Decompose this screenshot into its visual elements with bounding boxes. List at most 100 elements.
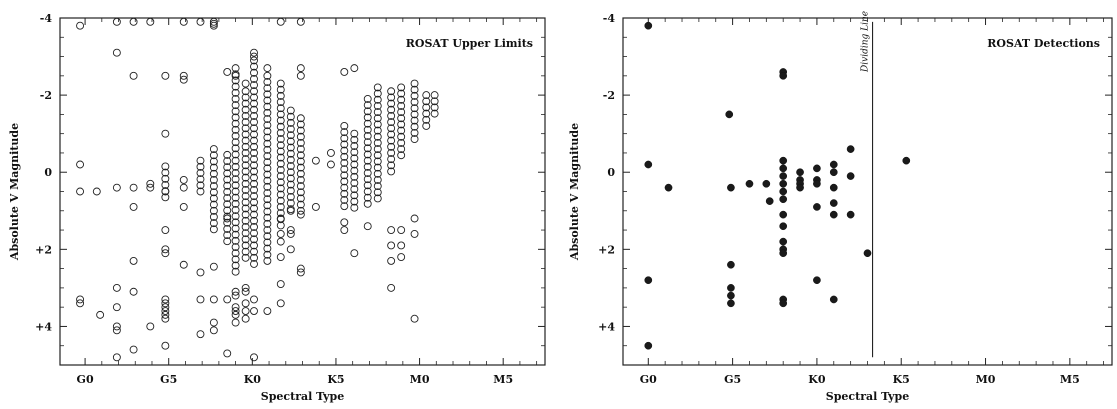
data-point-filled-circle	[829, 295, 838, 304]
data-point-open-circle	[241, 173, 250, 182]
data-point-open-circle	[112, 183, 121, 192]
data-point-open-circle	[286, 192, 295, 201]
data-point-open-circle	[410, 229, 419, 238]
data-point-open-circle	[363, 181, 372, 190]
data-point-open-circle	[231, 113, 240, 122]
data-point-open-circle	[263, 78, 272, 86]
data-point-open-circle	[397, 145, 406, 154]
data-point-open-circle	[397, 95, 406, 104]
data-point-open-circle	[410, 98, 419, 107]
data-point-open-circle	[387, 93, 396, 102]
data-point-open-circle	[231, 144, 240, 153]
data-point-open-circle	[397, 151, 406, 160]
data-point-open-circle	[410, 214, 419, 223]
data-point-open-circle	[112, 283, 121, 292]
data-point-open-circle	[397, 114, 406, 123]
data-point-open-circle	[231, 132, 240, 140]
data-point-open-circle	[276, 17, 285, 26]
data-point-open-circle	[250, 229, 258, 238]
data-point-open-circle	[373, 89, 382, 98]
data-point-open-circle	[241, 79, 250, 88]
data-point-open-circle	[250, 87, 258, 96]
panel-title: ROSAT Detections	[987, 37, 1100, 50]
data-point-open-circle	[296, 206, 305, 215]
y-tick-label: +2	[598, 243, 615, 256]
data-point-open-circle	[350, 249, 359, 258]
data-point-open-circle	[231, 255, 240, 264]
data-point-open-circle	[209, 194, 218, 203]
data-point-open-circle	[340, 122, 349, 130]
data-point-open-circle	[373, 83, 382, 92]
data-point-open-circle	[231, 236, 240, 245]
data-point-open-circle	[223, 349, 232, 358]
data-point-open-circle	[250, 204, 258, 213]
x-tick-label: G0	[640, 373, 657, 386]
data-point-open-circle	[410, 85, 419, 94]
data-point-open-circle	[363, 113, 372, 122]
data-point-open-circle	[209, 206, 218, 215]
data-point-open-circle	[241, 118, 250, 127]
data-point-open-circle	[296, 182, 305, 191]
upper-limits-chart: -4 -2 0 +2 +4 G0 G5 K0 K5 M0 M5 Spectral Type Absolu…	[8, 12, 546, 403]
data-point-open-circle	[241, 124, 250, 133]
data-point-open-circle	[410, 79, 419, 88]
data-point-open-circle	[223, 214, 232, 223]
data-point-open-circle	[129, 183, 138, 192]
data-point-open-circle	[231, 181, 240, 190]
data-point-filled-circle	[829, 210, 838, 219]
data-point-open-circle	[241, 287, 250, 296]
data-point-open-circle	[112, 322, 121, 331]
data-point-open-circle	[250, 99, 258, 108]
data-point-filled-circle	[779, 164, 788, 173]
data-point-open-circle	[241, 99, 250, 108]
data-point-open-circle	[373, 95, 382, 104]
data-point-open-circle	[363, 95, 372, 103]
data-point-open-circle	[296, 194, 305, 203]
data-point-open-circle	[286, 229, 295, 238]
data-point-filled-circle	[727, 299, 735, 308]
data-point-open-circle	[231, 138, 240, 147]
data-point-open-circle	[422, 97, 431, 106]
data-point-open-circle	[387, 105, 396, 114]
data-point-open-circle	[373, 114, 382, 123]
data-point-open-circle	[196, 295, 205, 304]
data-point-open-circle	[250, 62, 258, 71]
data-point-open-circle	[340, 68, 349, 76]
data-point-open-circle	[387, 142, 396, 151]
data-point-open-circle	[286, 112, 295, 121]
data-point-open-circle	[241, 148, 250, 157]
data-point-open-circle	[373, 145, 382, 154]
data-point-open-circle	[231, 287, 240, 296]
data-point-open-circle	[112, 48, 121, 57]
data-point-open-circle	[250, 142, 258, 151]
data-point-open-circle	[263, 176, 272, 185]
data-point-open-circle	[209, 175, 218, 184]
data-point-open-circle	[422, 109, 431, 118]
data-point-open-circle	[263, 115, 272, 123]
data-point-open-circle	[241, 283, 250, 292]
data-point-open-circle	[209, 188, 218, 197]
data-point-open-circle	[363, 199, 372, 208]
data-point-open-circle	[209, 295, 218, 304]
data-point-open-circle	[286, 226, 295, 235]
data-point-open-circle	[410, 110, 419, 119]
data-point-open-circle	[296, 200, 305, 209]
data-point-open-circle	[223, 68, 232, 76]
data-point-open-circle	[276, 221, 285, 230]
data-point-filled-circle	[765, 197, 774, 205]
data-point-open-circle	[373, 182, 382, 191]
y-tick-label: +2	[35, 243, 52, 256]
data-point-open-circle	[276, 165, 285, 174]
data-point-open-circle	[350, 64, 359, 73]
data-point-open-circle	[350, 160, 359, 169]
data-point-open-circle	[263, 84, 272, 93]
x-tick-label: M5	[493, 373, 513, 386]
data-point-open-circle	[250, 179, 258, 188]
data-point-open-circle	[296, 126, 305, 135]
data-point-open-circle	[410, 91, 419, 100]
data-point-open-circle	[373, 120, 382, 129]
data-point-open-circle	[231, 224, 240, 233]
data-point-open-circle	[363, 150, 372, 159]
data-point-filled-circle	[727, 183, 735, 192]
data-point-open-circle	[209, 262, 218, 271]
